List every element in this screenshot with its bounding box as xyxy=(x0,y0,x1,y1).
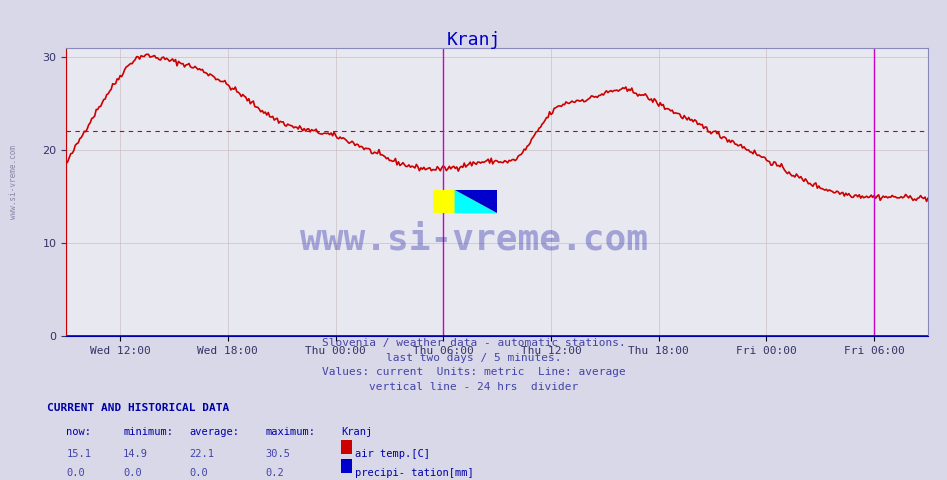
Text: Kranj: Kranj xyxy=(446,31,501,49)
Text: www.si-vreme.com: www.si-vreme.com xyxy=(299,223,648,257)
Text: Slovenia / weather data - automatic stations.: Slovenia / weather data - automatic stat… xyxy=(322,338,625,348)
Text: Values: current  Units: metric  Line: average: Values: current Units: metric Line: aver… xyxy=(322,367,625,377)
Text: last two days / 5 minutes.: last two days / 5 minutes. xyxy=(385,353,562,363)
Text: 0.0: 0.0 xyxy=(123,468,142,478)
Text: 0.0: 0.0 xyxy=(66,468,85,478)
Text: www.si-vreme.com: www.si-vreme.com xyxy=(9,145,19,219)
Text: maximum:: maximum: xyxy=(265,427,315,437)
Text: 0.2: 0.2 xyxy=(265,468,284,478)
Text: 14.9: 14.9 xyxy=(123,449,148,459)
Text: 30.5: 30.5 xyxy=(265,449,290,459)
Text: air temp.[C]: air temp.[C] xyxy=(355,449,430,459)
Text: 0.0: 0.0 xyxy=(189,468,208,478)
Text: Kranj: Kranj xyxy=(341,427,372,437)
Text: vertical line - 24 hrs  divider: vertical line - 24 hrs divider xyxy=(369,382,578,392)
Text: average:: average: xyxy=(189,427,240,437)
Text: precipi- tation[mm]: precipi- tation[mm] xyxy=(355,468,474,478)
Text: now:: now: xyxy=(66,427,91,437)
Text: 22.1: 22.1 xyxy=(189,449,214,459)
Text: 15.1: 15.1 xyxy=(66,449,91,459)
Text: CURRENT AND HISTORICAL DATA: CURRENT AND HISTORICAL DATA xyxy=(47,403,229,413)
Text: minimum:: minimum: xyxy=(123,427,173,437)
